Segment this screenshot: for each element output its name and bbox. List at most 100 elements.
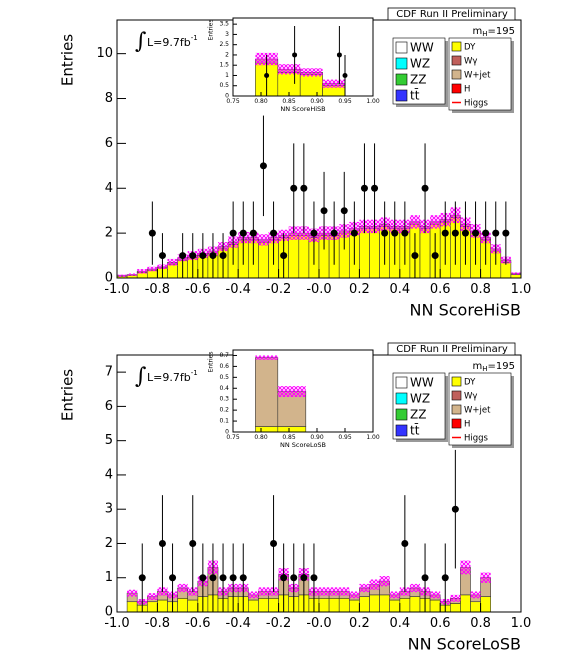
legend-swatch — [395, 392, 408, 405]
data-point — [209, 574, 217, 582]
x-tick-label: 0.75 — [226, 98, 240, 105]
data-point — [300, 184, 308, 192]
mass-label: mH=195 — [473, 26, 515, 38]
data-point — [411, 252, 419, 260]
data-point — [292, 52, 298, 58]
y-tick-label: 0.6 — [219, 363, 229, 370]
data-point — [360, 184, 368, 192]
uncertainty-band — [258, 234, 269, 246]
legend-label: DY — [464, 43, 476, 53]
x-tick-label: -0.2 — [266, 616, 291, 631]
chart-title: CDF Run II Preliminary — [396, 9, 508, 20]
hist-bar — [389, 599, 401, 613]
hist-bar — [369, 228, 380, 279]
x-tick-label: 0.80 — [254, 98, 268, 105]
legend-label: Wγ — [464, 57, 477, 67]
hist-bar — [449, 603, 461, 613]
y-tick-label: 2 — [105, 536, 113, 551]
x-tick-label: 1.00 — [366, 434, 380, 441]
inset-x-label: NN ScoreLoSB — [280, 441, 326, 449]
mass-value: =195 — [488, 26, 515, 37]
y-tick-label: 6 — [105, 136, 113, 151]
data-point — [421, 574, 429, 582]
uncertainty-band — [379, 576, 390, 587]
hist-bar — [187, 599, 199, 613]
data-point — [264, 72, 270, 78]
hist-bar — [338, 597, 350, 613]
legend-swatch — [395, 89, 408, 102]
legend-label: tt̄ — [410, 88, 420, 102]
data-point — [158, 252, 166, 260]
y-tick-label: 2.5 — [219, 41, 229, 48]
uncertainty-band — [147, 593, 158, 601]
y-tick-label: 1 — [105, 570, 113, 585]
y-tick-label: 0.5 — [219, 82, 229, 89]
hist-bar — [255, 426, 279, 433]
hist-bar — [399, 597, 411, 613]
hist-bar — [277, 426, 307, 433]
hist-bar — [126, 601, 138, 613]
hist-bar — [359, 228, 370, 279]
hist-bar — [288, 235, 300, 279]
uncertainty-band — [349, 591, 360, 599]
data-point — [340, 207, 348, 215]
data-point — [441, 574, 449, 582]
data-point — [330, 229, 338, 237]
uncertainty-band — [277, 386, 306, 398]
data-point — [280, 252, 288, 260]
data-point — [300, 574, 308, 582]
y-tick-label: 1 — [225, 72, 229, 79]
uncertainty-band — [127, 589, 138, 597]
uncertainty-band — [117, 274, 128, 277]
data-point — [391, 229, 399, 237]
hist-bar — [258, 597, 269, 613]
uncertainty-band — [389, 591, 400, 599]
legend-swatch — [395, 73, 408, 86]
y-axis-label: Entries — [59, 369, 77, 421]
y-tick-label: 0.3 — [219, 396, 229, 403]
y-tick-label: 1.5 — [219, 62, 229, 69]
y-tick-label: 4 — [105, 181, 113, 196]
hist-bar — [167, 263, 178, 279]
data-point — [320, 207, 328, 215]
uncertainty-band — [319, 587, 330, 596]
data-point — [492, 229, 500, 237]
y-tick-label: 0.5 — [219, 374, 229, 381]
data-point — [310, 229, 318, 237]
hist-bar — [460, 594, 471, 613]
y-tick-label: 0 — [105, 271, 113, 286]
uncertainty-band — [127, 273, 138, 276]
uncertainty-band — [369, 579, 380, 590]
x-tick-label: 0.85 — [282, 98, 296, 105]
legend-label: WW — [410, 376, 434, 390]
data-point — [336, 52, 342, 58]
data-point — [169, 574, 177, 582]
hist-bar — [255, 357, 279, 427]
x-tick-label: 1.00 — [366, 98, 380, 105]
data-point — [421, 184, 429, 192]
luminosity-exponent: -1 — [191, 369, 198, 377]
data-point — [290, 184, 298, 192]
x-tick-label: -0.0 — [306, 282, 331, 297]
legend-label: H — [464, 420, 470, 430]
uncertainty-band — [359, 583, 370, 593]
x-tick-label: 0.90 — [310, 98, 324, 105]
uncertainty-band — [450, 594, 461, 602]
legend-label: W+jet — [464, 406, 491, 416]
x-axis-label: NN ScoreHiSB — [410, 301, 521, 320]
hist-bar — [510, 274, 522, 279]
uncertainty-band — [510, 272, 521, 275]
x-tick-label: 0.4 — [389, 282, 410, 297]
uncertainty-band — [430, 215, 441, 229]
x-tick-label: -1.0 — [104, 616, 129, 631]
inset-x-label: NN ScoreHiSB — [280, 105, 325, 113]
hist-bar — [348, 599, 360, 613]
data-point — [280, 574, 288, 582]
hist-bar — [258, 241, 269, 279]
uncertainty-band — [322, 79, 345, 88]
data-point — [401, 539, 409, 547]
legend-label: ZZ — [410, 73, 426, 87]
x-tick-label: 0.2 — [349, 282, 370, 297]
